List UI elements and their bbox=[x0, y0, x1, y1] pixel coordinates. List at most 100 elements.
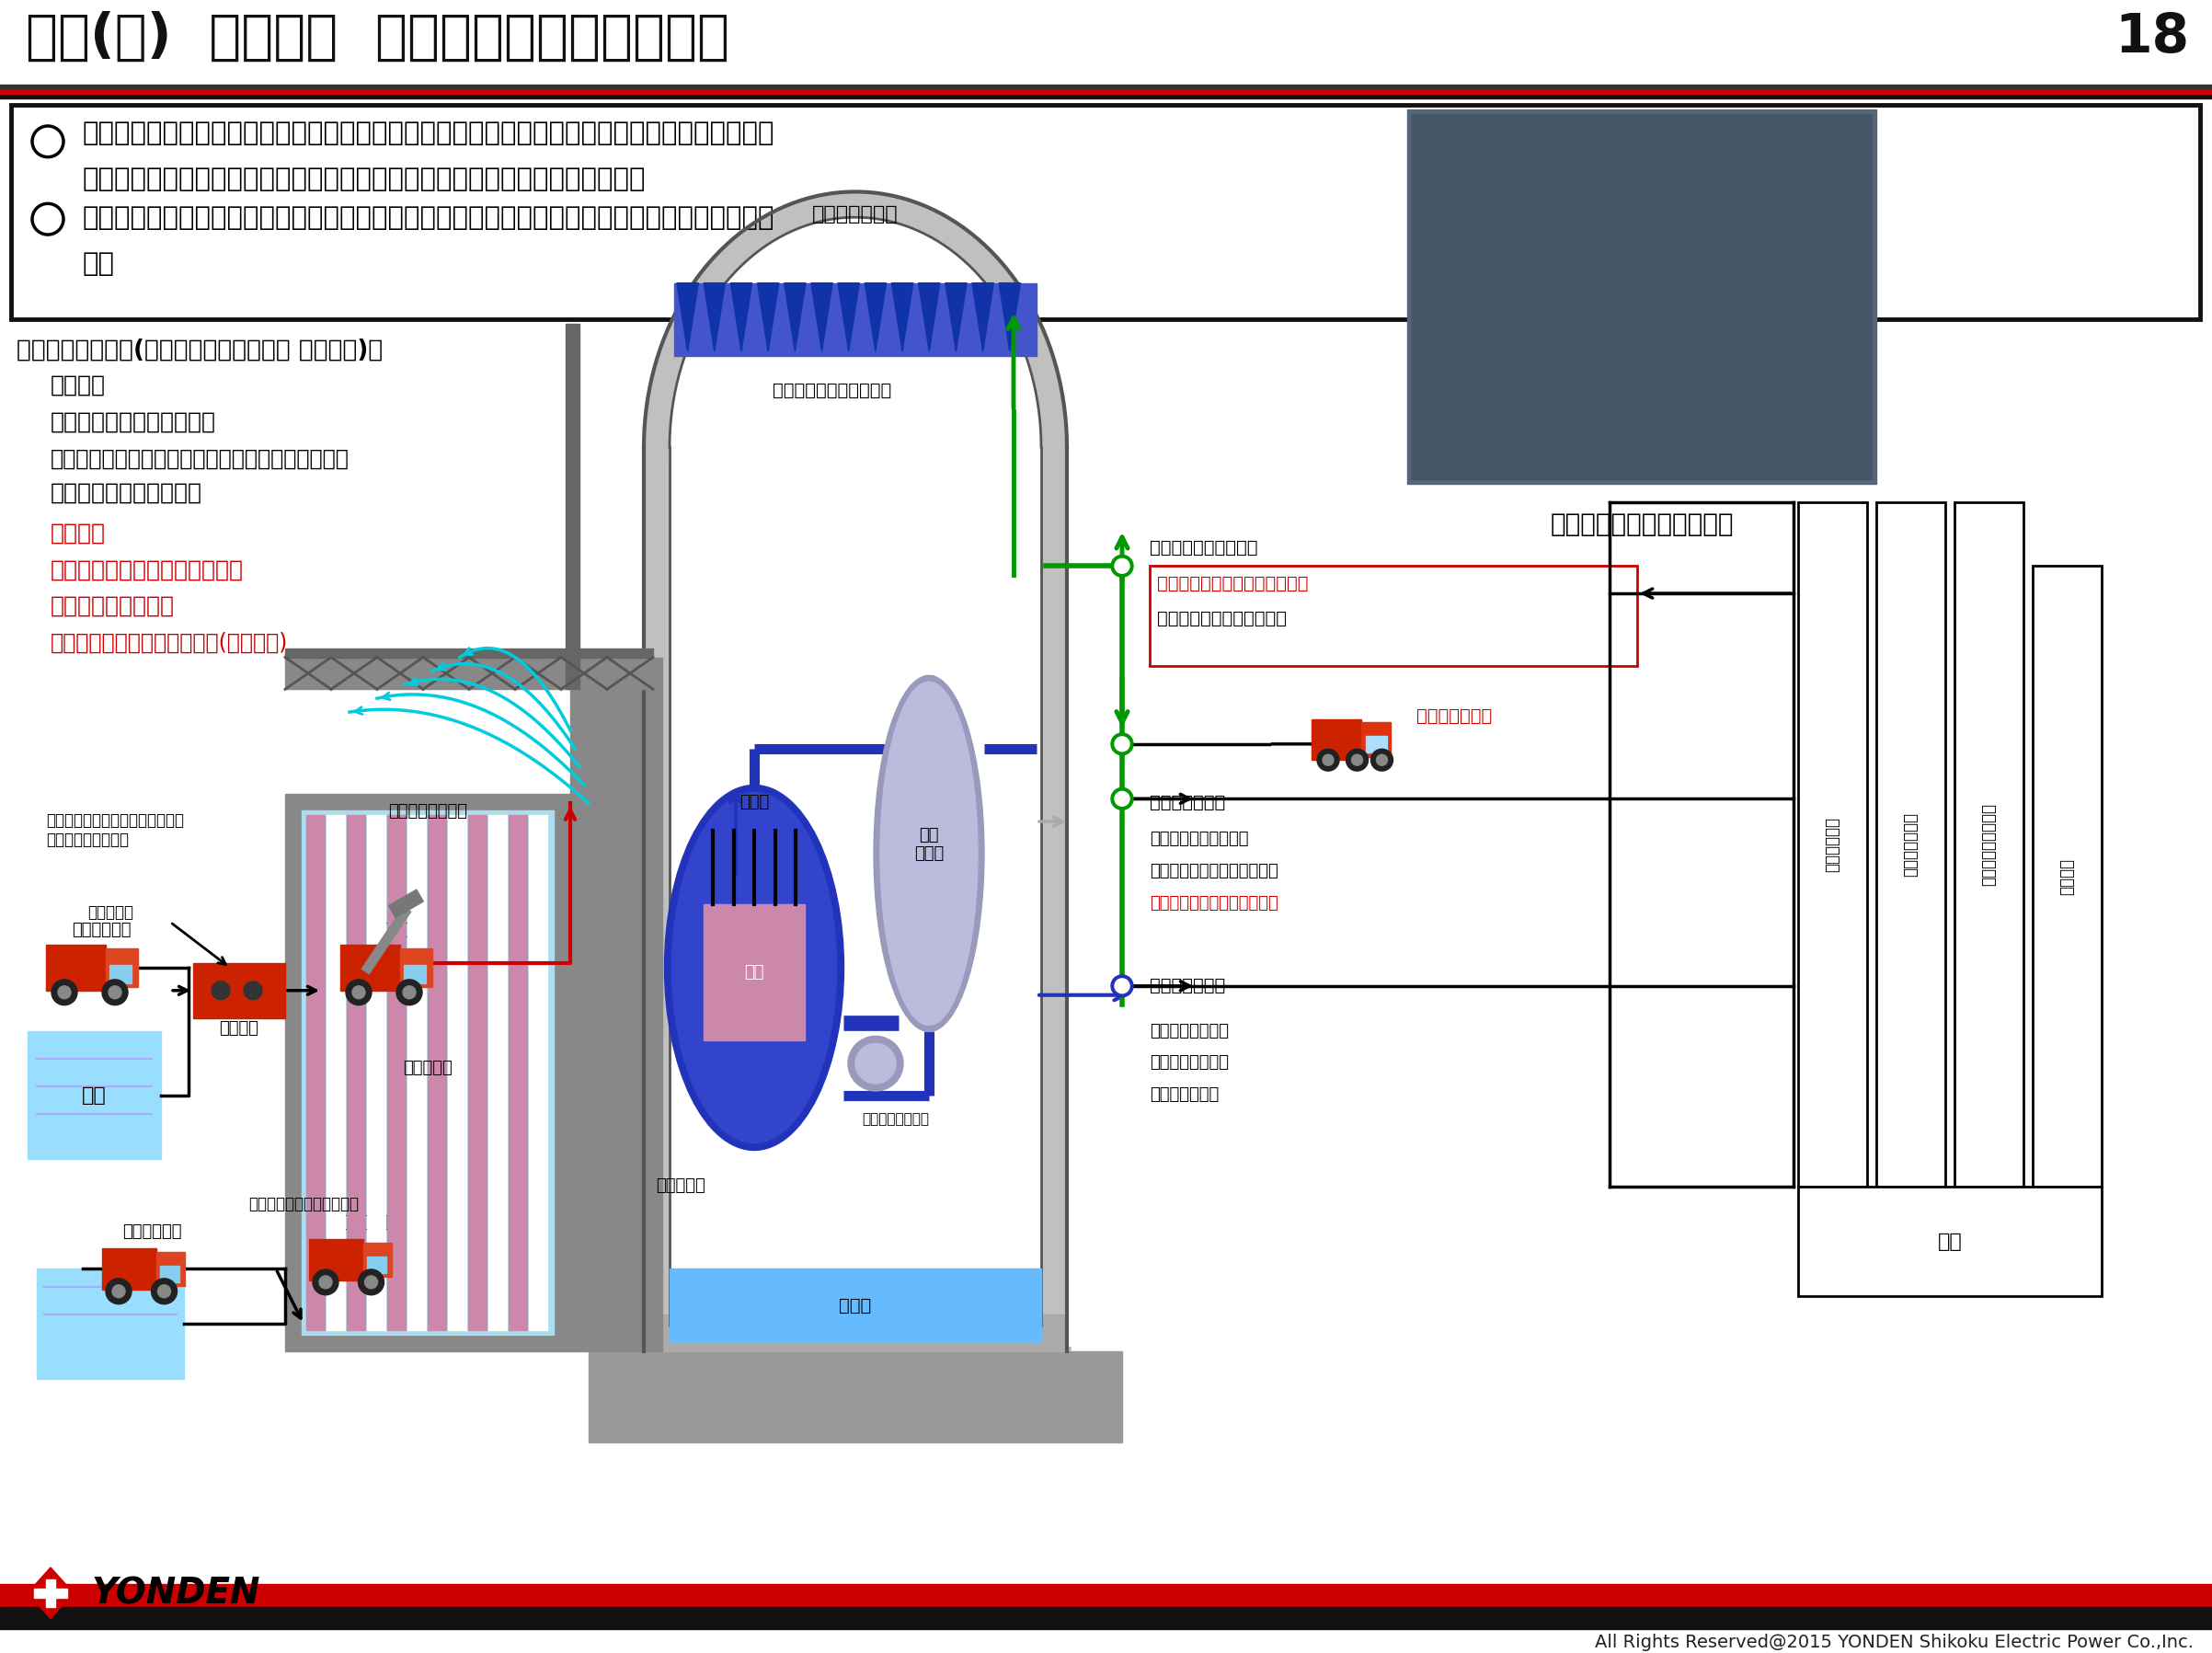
Bar bbox=[38, 1270, 184, 1379]
Text: １次系への注水: １次系への注水 bbox=[1150, 977, 1225, 995]
Text: 原子炉格納容器: 原子炉格納容器 bbox=[812, 205, 898, 223]
Bar bbox=[387, 815, 405, 1331]
Text: 原子炉格納容器スプレイ: 原子炉格納容器スプレイ bbox=[772, 382, 891, 398]
Ellipse shape bbox=[880, 683, 978, 1025]
Text: す。: す。 bbox=[82, 251, 115, 276]
Text: YONDEN: YONDEN bbox=[93, 1577, 261, 1612]
Circle shape bbox=[1323, 754, 1334, 765]
Bar bbox=[327, 815, 345, 1331]
Bar bbox=[1876, 503, 1944, 1187]
Polygon shape bbox=[1000, 283, 1020, 352]
Text: ３．(２)  安全対策  ［重大事故等への対処］: ３．(２) 安全対策 ［重大事故等への対処］ bbox=[27, 12, 730, 63]
Text: ・中型ポンプ車など: ・中型ポンプ車など bbox=[51, 595, 175, 617]
Circle shape bbox=[243, 982, 263, 1000]
Polygon shape bbox=[46, 1579, 55, 1607]
Text: １次冷却材ポンプ: １次冷却材ポンプ bbox=[863, 1112, 929, 1126]
Circle shape bbox=[51, 980, 77, 1005]
Circle shape bbox=[1316, 749, 1338, 770]
Bar bbox=[285, 658, 653, 689]
Bar bbox=[1312, 719, 1360, 760]
Text: 原子炉容器: 原子炉容器 bbox=[657, 1177, 706, 1193]
Bar bbox=[1150, 565, 1637, 666]
Text: ２次系への注水: ２次系への注水 bbox=[1150, 793, 1225, 812]
Bar bbox=[703, 904, 805, 1041]
Bar bbox=[1407, 109, 1876, 484]
Text: 制御棒: 制御棒 bbox=[739, 793, 770, 810]
Polygon shape bbox=[27, 1567, 73, 1618]
Text: 海水など: 海水など bbox=[2059, 858, 2075, 894]
Text: ・高圧注入ポンプ: ・高圧注入ポンプ bbox=[1150, 1023, 1230, 1040]
Polygon shape bbox=[945, 283, 967, 352]
Text: 泡消火薬剤: 泡消火薬剤 bbox=[88, 904, 133, 921]
Circle shape bbox=[1376, 754, 1387, 765]
Bar bbox=[0, 89, 2212, 94]
Bar bbox=[1798, 503, 1867, 1187]
Circle shape bbox=[1371, 749, 1394, 770]
Circle shape bbox=[1347, 749, 1369, 770]
Circle shape bbox=[58, 985, 71, 998]
Bar bbox=[363, 1243, 392, 1276]
Bar bbox=[2033, 565, 2101, 1187]
Circle shape bbox=[108, 985, 122, 998]
Text: 燃料取替用水タンク: 燃料取替用水タンク bbox=[1980, 803, 1997, 886]
Bar bbox=[0, 1607, 2212, 1630]
Circle shape bbox=[1352, 754, 1363, 765]
Circle shape bbox=[365, 1276, 378, 1289]
Text: 炉心・原子炉格納容器などの損傷防止のため、炉心等に冷却水を注入するための代替ポンプや、: 炉心・原子炉格納容器などの損傷防止のため、炉心等に冷却水を注入するための代替ポン… bbox=[82, 121, 774, 145]
Circle shape bbox=[319, 1276, 332, 1289]
Bar bbox=[670, 1270, 1042, 1342]
Bar bbox=[159, 1266, 179, 1283]
Circle shape bbox=[1115, 979, 1130, 993]
Bar bbox=[301, 810, 553, 1334]
Polygon shape bbox=[677, 283, 699, 352]
Bar bbox=[566, 324, 580, 689]
Circle shape bbox=[1115, 792, 1130, 807]
Text: ・代替格納容器スプレイポンプ: ・代替格納容器スプレイポンプ bbox=[1157, 575, 1307, 593]
Bar bbox=[0, 1584, 2212, 1607]
Bar bbox=[367, 1256, 385, 1273]
Circle shape bbox=[106, 1278, 131, 1304]
Circle shape bbox=[102, 980, 128, 1005]
Circle shape bbox=[312, 1270, 338, 1294]
Circle shape bbox=[1115, 737, 1130, 752]
Bar bbox=[347, 815, 365, 1331]
Bar bbox=[108, 965, 131, 984]
Bar bbox=[489, 815, 507, 1331]
Text: ・代替格納容器スプレイポンプ: ・代替格納容器スプレイポンプ bbox=[51, 559, 243, 580]
Circle shape bbox=[358, 1270, 385, 1294]
Circle shape bbox=[1115, 559, 1130, 574]
Text: ポンプ車の追加設置による冷却機能の更なる多重化・多様化を図っています。: ポンプ車の追加設置による冷却機能の更なる多重化・多様化を図っています。 bbox=[82, 167, 646, 192]
Text: 使用済燃料: 使用済燃料 bbox=[403, 1060, 453, 1076]
Text: ・タービン動補助給水ポンプ: ・タービン動補助給水ポンプ bbox=[1150, 863, 1279, 879]
Bar bbox=[469, 815, 487, 1331]
Circle shape bbox=[856, 1043, 896, 1084]
Text: ＜多重化・多様化(炉心・原子炉格納容器 冷却機能)＞: ＜多重化・多様化(炉心・原子炉格納容器 冷却機能)＞ bbox=[15, 337, 383, 362]
Bar bbox=[588, 1351, 1121, 1443]
Text: 中型ポンプ車: 中型ポンプ車 bbox=[1825, 817, 1840, 873]
Polygon shape bbox=[971, 283, 993, 352]
Bar bbox=[509, 815, 526, 1331]
Circle shape bbox=[403, 985, 416, 998]
Ellipse shape bbox=[670, 217, 1042, 678]
Circle shape bbox=[1110, 732, 1133, 755]
Text: （既設）: （既設） bbox=[51, 374, 106, 397]
Text: 加圧ポンプ車: 加圧ポンプ車 bbox=[330, 1215, 389, 1231]
Text: 水源: 水源 bbox=[1938, 1233, 1962, 1251]
Text: 冷却水: 冷却水 bbox=[838, 1296, 872, 1314]
Bar bbox=[285, 648, 653, 658]
Circle shape bbox=[847, 1036, 902, 1091]
Polygon shape bbox=[703, 283, 726, 352]
Bar bbox=[670, 448, 1042, 1326]
Bar bbox=[285, 793, 571, 1351]
Text: 使用済燃料ピット: 使用済燃料ピット bbox=[387, 803, 467, 820]
Polygon shape bbox=[891, 283, 914, 352]
Text: ・格納容器スプレイポンプ: ・格納容器スプレイポンプ bbox=[1157, 610, 1287, 626]
Ellipse shape bbox=[644, 192, 1066, 703]
Bar bbox=[407, 815, 427, 1331]
Text: All Rights Reserved@2015 YONDEN Shikoku Electric Power Co.,Inc.: All Rights Reserved@2015 YONDEN Shikoku … bbox=[1595, 1635, 2194, 1651]
Bar bbox=[155, 1251, 186, 1286]
Bar bbox=[305, 815, 325, 1331]
Bar bbox=[644, 448, 1066, 1351]
Text: 18: 18 bbox=[2115, 12, 2190, 63]
Bar bbox=[310, 1240, 363, 1281]
